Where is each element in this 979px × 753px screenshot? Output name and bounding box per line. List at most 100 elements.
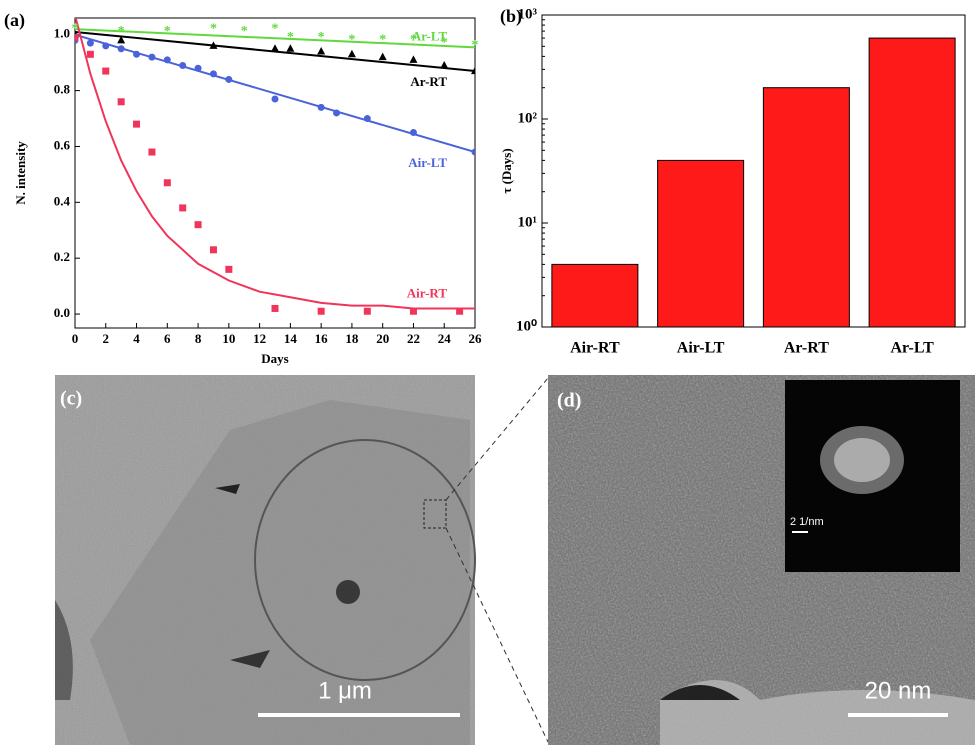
point: [194, 221, 202, 229]
point: [317, 307, 325, 315]
point: [133, 50, 141, 58]
inset-scale-label: 2 1/nm: [790, 516, 824, 528]
point: *: [210, 21, 217, 36]
x-tick-label: 2: [103, 331, 110, 346]
point: [363, 307, 371, 315]
panel-label: (b): [500, 6, 522, 27]
point: [179, 61, 187, 69]
point: [194, 64, 202, 72]
panel-label: (d): [557, 390, 581, 412]
point: [333, 109, 341, 117]
point: *: [164, 24, 171, 39]
x-tick-label: 10: [222, 331, 235, 346]
y-axis-label: τ (Days): [499, 148, 514, 193]
x-tick-label: 16: [315, 331, 329, 346]
point: *: [379, 33, 386, 48]
bar: [551, 263, 639, 328]
point: *: [410, 33, 417, 48]
series-label: Ar-LT: [412, 28, 447, 43]
point: [148, 148, 156, 156]
point: [378, 52, 387, 61]
x-tick-label: 22: [407, 331, 420, 346]
y-tick-label: 10²: [518, 110, 538, 126]
y-tick-label: 0.0: [54, 305, 70, 320]
point: [409, 307, 417, 315]
scale-bar-label: 20 nm: [865, 677, 932, 704]
point: [271, 304, 279, 312]
point: [317, 47, 326, 55]
y-tick-label: 10⁰: [516, 318, 537, 334]
point: [163, 56, 171, 64]
point: [347, 49, 356, 58]
point: [209, 246, 217, 254]
x-tick-label: 8: [195, 331, 202, 346]
panel-label: (c): [60, 388, 82, 410]
panel-label: (a): [4, 10, 25, 31]
x-tick-label: 20: [376, 331, 389, 346]
y-tick-label: 10¹: [518, 214, 538, 230]
y-tick-label: 0.8: [54, 82, 71, 97]
fit-line: [75, 28, 475, 49]
point: [209, 70, 217, 78]
micrograph-d: (d) 2 1/nm 20 nm: [548, 375, 975, 745]
y-tick-label: 0.6: [54, 137, 71, 152]
point: [163, 179, 171, 187]
point: [179, 204, 187, 212]
x-tick-label: Air-LT: [677, 340, 725, 357]
y-tick-label: 10³: [518, 6, 538, 22]
plot-frame: [74, 17, 476, 329]
point: [286, 44, 295, 52]
x-tick-label: 14: [284, 331, 298, 346]
point: [440, 60, 449, 69]
x-tick-label: 0: [72, 331, 79, 346]
point: [409, 129, 417, 137]
fit-line: [75, 18, 475, 310]
x-tick-label: 18: [345, 331, 359, 346]
point: [271, 95, 279, 103]
zoom-line: [445, 527, 549, 743]
x-tick-label: Ar-RT: [784, 340, 829, 357]
x-tick-label: 4: [133, 331, 140, 346]
point: [471, 66, 475, 75]
point: [86, 50, 94, 58]
x-tick-label: Air-RT: [570, 340, 620, 357]
point: *: [241, 24, 248, 39]
scale-bar-label: 1 μm: [318, 677, 372, 704]
y-axis-label: N. intensity: [13, 141, 28, 205]
y-tick-label: 0.2: [54, 249, 70, 264]
point: [117, 45, 125, 53]
point: [86, 39, 94, 47]
point: [117, 98, 125, 106]
point: [363, 115, 371, 123]
point: [225, 265, 233, 273]
point: *: [348, 33, 355, 48]
point: [117, 35, 126, 44]
y-tick-label: 0.4: [54, 193, 71, 208]
bar: [868, 37, 956, 328]
point: *: [472, 38, 479, 53]
point: [471, 148, 475, 156]
point: *: [72, 21, 79, 36]
x-axis-label: Days: [261, 351, 288, 366]
point: [225, 75, 233, 83]
point: *: [118, 24, 125, 39]
series-label: Air-RT: [407, 285, 448, 300]
x-tick-label: 12: [253, 331, 266, 346]
point: *: [441, 35, 448, 50]
point: *: [272, 21, 279, 36]
micrograph-c: (c) 1 μm: [55, 375, 476, 745]
point: [102, 42, 110, 50]
point: *: [287, 30, 294, 45]
series-label: Ar-RT: [410, 74, 447, 89]
bar: [762, 87, 850, 328]
bar: [657, 159, 745, 328]
series-label: Air-LT: [408, 155, 447, 170]
fit-line: [75, 33, 475, 154]
point: [102, 67, 110, 75]
point: [133, 120, 141, 128]
y-tick-label: 1.0: [54, 26, 70, 41]
point: [75, 34, 79, 42]
x-tick-label: Ar-LT: [890, 340, 934, 357]
x-tick-label: 6: [164, 331, 171, 346]
